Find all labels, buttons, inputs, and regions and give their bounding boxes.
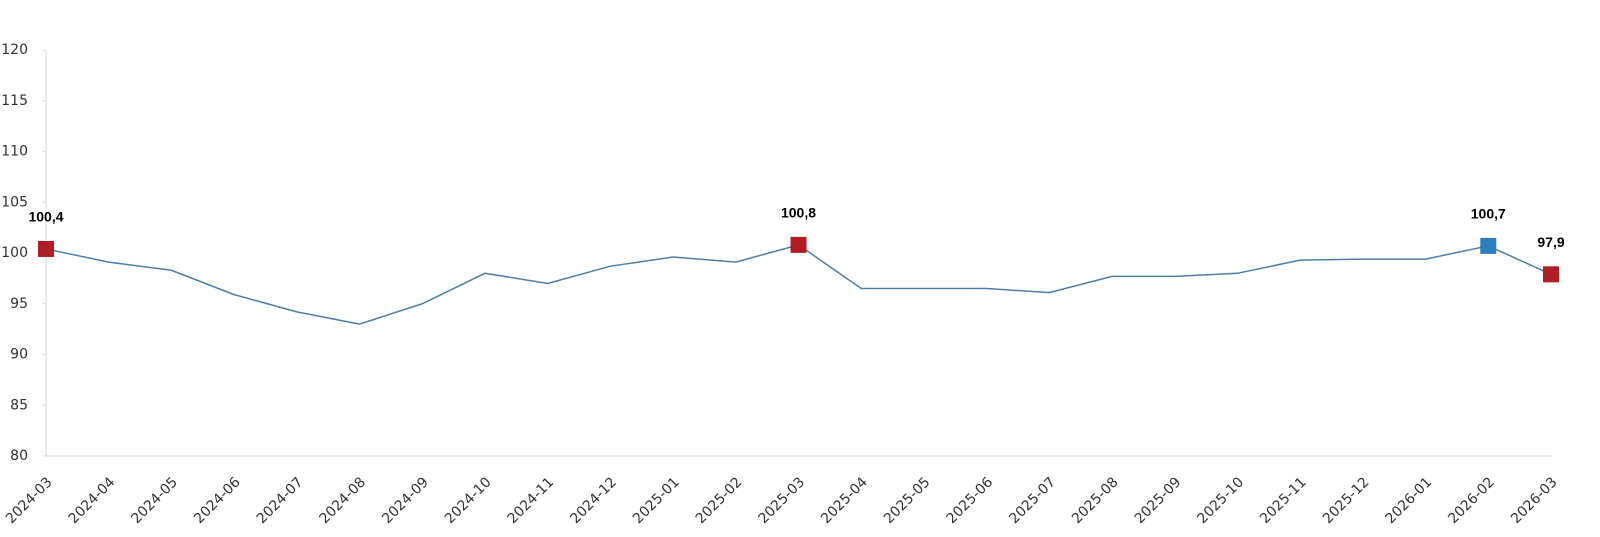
x-tick-label: 2025-01 <box>630 474 683 527</box>
x-tick-label: 2026-01 <box>1383 474 1436 527</box>
x-tick-label: 2025-07 <box>1006 474 1059 527</box>
marker <box>38 240 54 257</box>
y-tick-label: 95 <box>10 296 28 312</box>
x-tick-label: 2025-06 <box>944 474 997 527</box>
y-tick-label: 115 <box>1 93 28 109</box>
x-tick-label: 2024-07 <box>254 474 307 527</box>
y-tick-label: 80 <box>10 448 28 464</box>
y-tick-label: 85 <box>10 397 28 413</box>
x-tick-label: 2025-10 <box>1194 474 1247 527</box>
x-tick-label: 2025-04 <box>818 474 871 527</box>
x-tick-label: 2025-02 <box>693 474 746 527</box>
line <box>45 244 1552 325</box>
marker <box>1480 237 1497 254</box>
y-tick-label: 105 <box>1 194 28 210</box>
x-tick-label: 2024-11 <box>505 474 558 527</box>
x-tick-label: 2024-05 <box>128 474 181 527</box>
x-tick-label: 2025-11 <box>1257 474 1310 527</box>
value-label: 100,4 <box>28 209 63 225</box>
x-tick-label: 2024-09 <box>379 474 432 527</box>
marker <box>790 236 807 253</box>
value-label: 97,9 <box>1537 234 1564 250</box>
y-tick-label: 120 <box>1 42 28 58</box>
x-tick-label: 2025-08 <box>1069 474 1122 527</box>
x-tick-label: 2025-12 <box>1320 474 1373 527</box>
x-tick-label: 2025-05 <box>881 474 934 527</box>
value-label: 100,8 <box>781 205 816 221</box>
y-tick-label: 100 <box>1 245 28 261</box>
x-tick-label: 2025-09 <box>1132 474 1185 527</box>
x-tick-label: 2024-04 <box>66 474 119 527</box>
x-tick-label: 2024-08 <box>317 474 370 527</box>
x-tick-label: 2026-02 <box>1445 474 1498 527</box>
y-tick-label: 110 <box>1 144 28 160</box>
value-label: 100,7 <box>1471 206 1506 222</box>
x-tick-label: 2024-12 <box>567 474 620 527</box>
marker <box>1543 266 1559 283</box>
x-tick-label: 2024-10 <box>442 474 495 527</box>
y-tick-label: 90 <box>10 347 28 363</box>
x-tick-label: 2024-03 <box>3 474 56 527</box>
x-tick-label: 2024-06 <box>191 474 244 527</box>
x-tick-label: 2025-03 <box>755 474 808 527</box>
x-tick-label: 2026-03 <box>1508 474 1561 527</box>
